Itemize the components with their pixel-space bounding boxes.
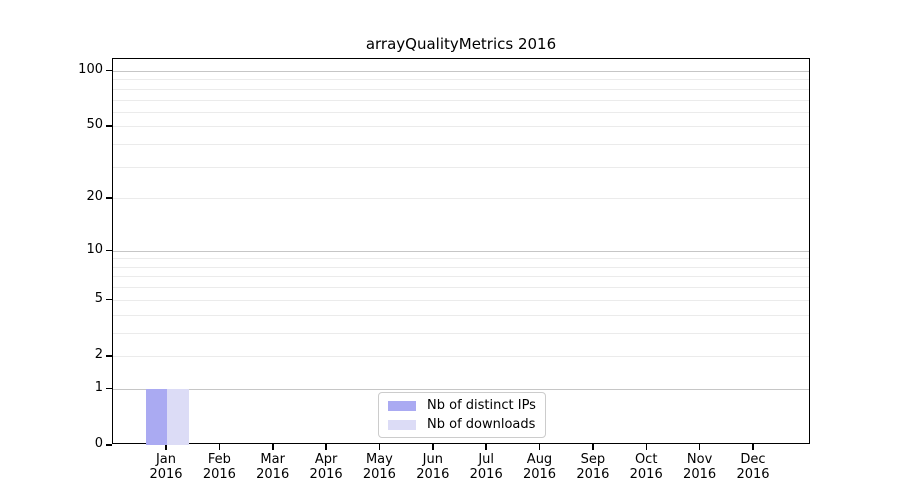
x-tick-label-line: Sep [580,452,606,467]
y-tick-label: 20 [86,189,103,205]
x-tick-label: Nov 2016 [668,452,732,482]
x-tick-label-line: 2016 [202,467,236,482]
x-tick-label: Mar 2016 [241,452,305,482]
y-tick-label: 0 [94,436,103,451]
x-tick-label-line: Dec [740,452,766,467]
x-tick-label: Jan 2016 [134,452,198,482]
gridline-major [113,388,809,390]
x-tick-label: Aug 2016 [508,452,572,482]
x-tick-label-line: Jul [478,452,495,467]
gridline-minor [113,314,809,316]
x-tick-label-line: 2016 [416,467,450,482]
gridline-major [113,70,809,72]
gridline-minor [113,88,809,90]
y-tick-label: 100 [78,61,103,77]
x-tick-mark [325,444,327,450]
x-tick-mark [538,444,541,450]
x-tick-label-line: Feb [207,452,231,467]
y-tick-mark [106,249,112,252]
x-tick-mark [752,444,754,450]
y-tick-mark [106,197,112,199]
x-tick-label-line: 2016 [683,467,717,482]
x-tick-label-line: 2016 [362,467,396,482]
x-tick-label-line: Jun [422,452,443,467]
y-tick-mark [106,444,112,446]
x-tick-mark [592,444,594,450]
x-tick-label: Feb 2016 [187,452,251,482]
gridline-minor [113,198,809,200]
x-tick-label-line: Mar [260,452,285,467]
gridline-minor [113,99,809,101]
gridline-minor [113,144,809,145]
x-tick-mark [218,444,221,450]
x-tick-label-line: 2016 [149,467,183,482]
x-tick-mark [485,444,487,450]
bar-downloads [167,388,189,445]
plot-area: Nb of distinct IPs Nb of downloads [112,58,810,445]
x-tick-label: Dec 2016 [721,452,785,482]
y-tick-label: 5 [94,290,103,306]
gridline-minor [113,258,809,260]
x-tick-label-line: Jan [155,452,177,467]
y-tick-label: 1 [94,379,103,395]
gridline-minor [113,166,809,168]
gridline-minor [113,276,809,278]
x-tick-label-line: Aug [526,452,553,467]
gridline-minor [113,266,809,268]
gridline-major [113,250,809,252]
legend-item-downloads: Nb of downloads [388,417,536,432]
y-tick-mark [106,355,112,357]
y-tick-mark [106,69,112,72]
legend-swatch-distinct-ips [388,400,416,411]
gridline-minor [113,299,809,301]
y-tick-label: 50 [86,117,103,133]
y-tick-label: 2 [94,347,103,362]
x-tick-label-line: Oct [634,452,658,467]
y-tick-mark [106,298,112,301]
x-tick-label-line: 2016 [736,467,770,482]
x-tick-mark [272,444,274,450]
legend: Nb of distinct IPs Nb of downloads [378,392,546,438]
x-tick-label-line: Apr [314,452,338,467]
x-tick-mark [165,444,167,450]
bar-distinct-ips [145,388,167,445]
gridline-minor [113,356,809,357]
x-tick-label: Oct 2016 [614,452,678,482]
chart-title: arrayQualityMetrics 2016 [365,35,557,53]
x-tick-label-line: 2016 [522,467,557,482]
legend-label-downloads: Nb of downloads [427,417,536,432]
x-tick-label-line: Nov [686,452,713,467]
x-tick-label: Jun 2016 [401,452,465,482]
x-tick-label-line: 2016 [309,467,343,482]
y-tick-label: 10 [86,241,103,257]
gridline-minor [113,79,809,81]
x-tick-mark [645,444,647,450]
x-tick-label-line: 2016 [629,467,663,482]
gridline-minor [113,287,809,289]
x-tick-label: May 2016 [347,452,411,482]
x-tick-mark [698,444,701,450]
x-tick-label-line: 2016 [469,467,503,482]
x-tick-label: Sep 2016 [561,452,625,482]
gridline-minor [113,111,809,113]
x-tick-label-line: 2016 [256,467,290,482]
legend-label-distinct-ips: Nb of distinct IPs [427,398,536,413]
legend-item-distinct-ips: Nb of distinct IPs [388,398,536,413]
x-tick-label-line: 2016 [576,467,610,482]
gridline-minor [113,332,809,334]
x-tick-label-line: May [365,452,393,467]
legend-swatch-downloads [388,419,416,430]
y-tick-mark [106,387,112,390]
x-tick-label: Apr 2016 [294,452,358,482]
x-tick-mark [378,444,381,450]
gridline-minor [113,126,809,128]
x-tick-label: Jul 2016 [454,452,518,482]
x-tick-mark [432,444,434,450]
y-tick-mark [106,125,112,127]
